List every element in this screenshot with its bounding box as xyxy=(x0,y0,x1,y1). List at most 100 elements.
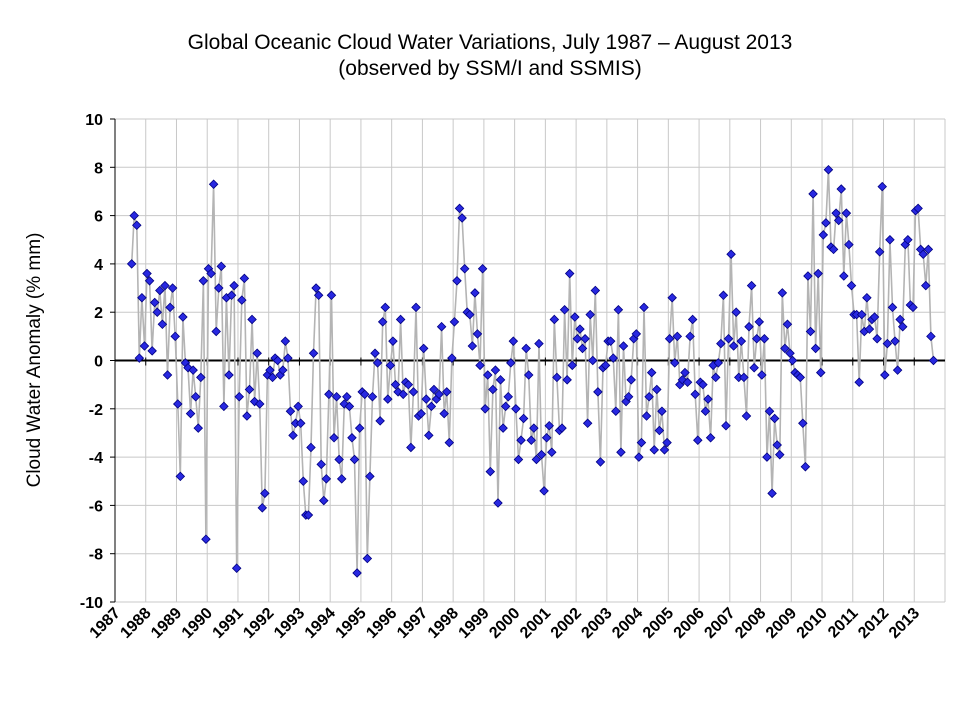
data-point xyxy=(375,416,385,426)
data-point xyxy=(913,203,923,214)
data-point xyxy=(508,336,519,346)
data-point xyxy=(398,389,408,400)
data-point xyxy=(749,362,759,373)
data-point xyxy=(570,312,580,322)
y-tick-label: 0 xyxy=(94,354,103,371)
chart-title: Global Oceanic Cloud Water Variations, J… xyxy=(187,31,793,54)
y-tick-label: 8 xyxy=(94,160,103,177)
data-point xyxy=(193,423,204,433)
data-point xyxy=(377,317,388,327)
data-point xyxy=(157,319,168,330)
data-point xyxy=(498,423,508,433)
x-tick-label: 2011 xyxy=(825,605,862,642)
data-point xyxy=(690,389,700,400)
data-point xyxy=(155,285,165,296)
data-point xyxy=(226,290,237,301)
data-point xyxy=(367,391,378,402)
data-point xyxy=(641,411,652,421)
data-point xyxy=(815,367,826,378)
data-point xyxy=(892,365,903,375)
x-tick-label: 2005 xyxy=(640,605,677,642)
data-point xyxy=(839,271,849,281)
data-point xyxy=(808,189,818,199)
data-point xyxy=(265,365,275,375)
data-point xyxy=(308,348,319,359)
x-tick-label: 1996 xyxy=(363,605,400,642)
data-point xyxy=(872,333,882,344)
data-point xyxy=(178,312,188,322)
data-point xyxy=(564,268,575,279)
data-point xyxy=(616,447,626,458)
data-point xyxy=(285,406,296,416)
data-point xyxy=(521,343,531,354)
data-point xyxy=(219,401,229,412)
data-point xyxy=(667,292,677,303)
data-point xyxy=(652,384,662,395)
data-point xyxy=(836,184,847,194)
data-point xyxy=(772,440,782,450)
data-point xyxy=(406,442,416,453)
data-point xyxy=(636,437,647,448)
data-point xyxy=(713,358,724,368)
data-point xyxy=(280,336,291,346)
data-point xyxy=(467,341,478,351)
data-point xyxy=(311,283,321,293)
data-point xyxy=(170,331,180,342)
data-point xyxy=(380,302,391,313)
data-point xyxy=(577,343,588,354)
data-point xyxy=(129,210,139,221)
data-point xyxy=(613,305,624,315)
x-tick-label: 2010 xyxy=(794,605,831,642)
data-point xyxy=(213,283,224,293)
data-point xyxy=(142,268,152,279)
data-point xyxy=(190,391,201,402)
data-point xyxy=(513,454,524,465)
data-point xyxy=(429,384,439,395)
data-point xyxy=(631,329,642,339)
data-point xyxy=(480,404,490,414)
data-point xyxy=(149,297,160,308)
data-point xyxy=(439,408,449,419)
data-point xyxy=(288,430,298,441)
data-point xyxy=(370,348,380,359)
data-point xyxy=(777,288,788,298)
data-point xyxy=(477,263,488,274)
data-point xyxy=(331,391,342,402)
x-tick-label: 1990 xyxy=(179,605,216,642)
data-point xyxy=(336,474,347,484)
data-point xyxy=(634,452,644,462)
data-point xyxy=(316,459,326,470)
data-point xyxy=(244,384,255,395)
data-point xyxy=(418,343,429,354)
data-point xyxy=(669,358,680,368)
data-point xyxy=(475,360,485,371)
data-point xyxy=(252,348,262,359)
data-point xyxy=(536,449,547,460)
data-point xyxy=(887,302,898,313)
data-point xyxy=(126,259,137,269)
data-point xyxy=(206,268,216,279)
data-point xyxy=(764,406,775,416)
y-tick-label: -10 xyxy=(80,595,103,612)
data-point xyxy=(795,372,806,383)
data-point xyxy=(567,360,578,371)
data-point xyxy=(897,321,908,332)
data-point xyxy=(457,213,467,223)
data-point xyxy=(454,203,465,214)
data-point xyxy=(260,488,270,499)
data-point xyxy=(531,454,542,465)
data-point xyxy=(237,295,247,305)
data-point xyxy=(721,420,731,431)
data-point xyxy=(590,285,601,296)
data-point xyxy=(511,404,521,414)
data-point xyxy=(611,406,621,416)
data-point xyxy=(903,234,913,245)
data-point xyxy=(877,181,888,192)
data-point xyxy=(267,372,278,383)
data-point xyxy=(918,249,928,260)
data-point xyxy=(152,307,163,317)
x-tick-label: 2004 xyxy=(609,605,646,642)
data-point xyxy=(710,372,721,383)
data-point xyxy=(344,401,355,412)
data-point xyxy=(539,486,549,496)
